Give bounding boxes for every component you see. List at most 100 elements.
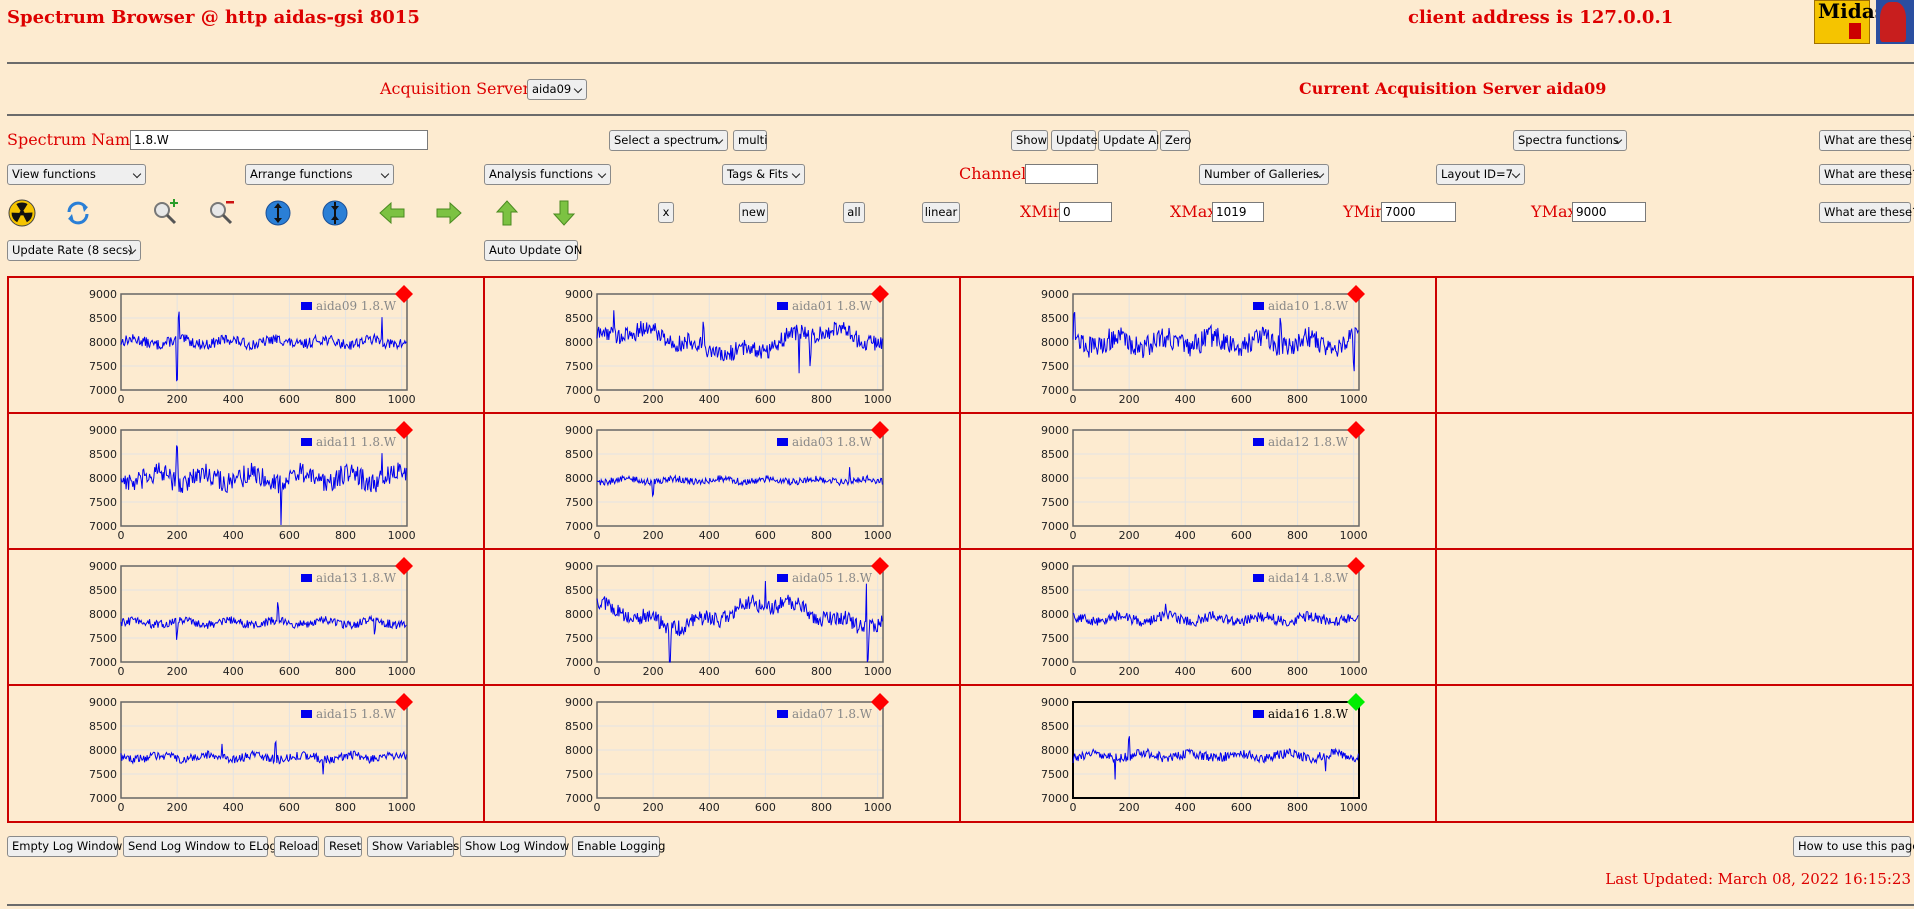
multi-button[interactable]: multi <box>733 130 767 151</box>
what-are-these-button[interactable]: What are these? <box>1819 164 1914 185</box>
tags-fits-dropdown[interactable]: Tags & Fits <box>722 164 805 185</box>
spectrum-chart[interactable]: 0 200 400 600 800 1000 7000 7500 8000 8500 9000 aid… <box>1001 688 1401 820</box>
enable-logging-button[interactable]: Enable Logging <box>572 836 665 857</box>
y-tick-label: 7500 <box>89 768 117 781</box>
status-marker[interactable] <box>871 693 889 711</box>
status-marker[interactable] <box>395 421 413 439</box>
zoom-out-icon[interactable] <box>206 198 236 228</box>
y-tick-label: 8000 <box>565 336 593 349</box>
arrow-down-icon[interactable] <box>549 198 579 228</box>
y-tick-label: 7500 <box>1041 768 1069 781</box>
status-marker[interactable] <box>871 285 889 303</box>
status-marker[interactable] <box>1347 421 1365 439</box>
analysis-functions-dropdown[interactable]: Analysis functions <box>484 164 611 185</box>
plot-frame <box>120 293 408 391</box>
gallery-cell[interactable]: 0 200 400 600 800 1000 7000 7500 8000 8500 9000 aid… <box>9 686 485 822</box>
show-button[interactable]: Show <box>1011 130 1048 151</box>
gallery-cell[interactable]: 0 200 400 600 800 1000 7000 7500 8000 8500 9000 aid… <box>961 414 1437 550</box>
all-button[interactable]: all <box>843 202 865 223</box>
gallery-cell[interactable]: 0 200 400 600 800 1000 7000 7500 8000 8500 9000 aid… <box>485 278 961 414</box>
what-are-these-button[interactable]: What are these? <box>1819 202 1914 223</box>
gallery-cell[interactable]: 0 200 400 600 800 1000 7000 7500 8000 8500 9000 aid… <box>9 278 485 414</box>
x-tick-label: 0 <box>118 393 125 406</box>
gallery-cell[interactable]: 0 200 400 600 800 1000 7000 7500 8000 8500 9000 aid… <box>961 278 1437 414</box>
zero-button[interactable]: Zero <box>1160 130 1191 151</box>
xmax-input[interactable]: 1019 <box>1212 202 1264 222</box>
x-tick-label: 0 <box>1070 529 1077 542</box>
x-button[interactable]: x <box>658 202 674 223</box>
update-rate-dropdown[interactable]: Update Rate (8 secs) <box>7 240 141 261</box>
ymax-input[interactable]: 9000 <box>1572 202 1646 222</box>
show-variables-button[interactable]: Show Variables <box>367 836 459 857</box>
spectrum-chart[interactable]: 0 200 400 600 800 1000 7000 7500 8000 8500 9000 aid… <box>525 280 925 412</box>
arrow-right-icon[interactable] <box>434 198 464 228</box>
spectrum-chart[interactable]: 0 200 400 600 800 1000 7000 7500 8000 8500 9000 aid… <box>1001 280 1401 412</box>
gallery-cell[interactable]: 0 200 400 600 800 1000 7000 7500 8000 8500 9000 aid… <box>9 414 485 550</box>
x-tick-label: 200 <box>1119 665 1140 678</box>
show-log-window-button[interactable]: Show Log Window <box>460 836 569 857</box>
gallery-cell[interactable]: 0 200 400 600 800 1000 7000 7500 8000 8500 9000 aid… <box>485 686 961 822</box>
spectrum-name-input[interactable]: 1.8.W <box>130 130 428 150</box>
send-log-to-elog-button[interactable]: Send Log Window to ELog <box>123 836 277 857</box>
xmin-input[interactable]: 0 <box>1059 202 1112 222</box>
compress-vertical-icon[interactable] <box>320 198 350 228</box>
refresh-icon[interactable] <box>63 198 93 228</box>
select-spectrum-dropdown[interactable]: Select a spectrum <box>609 130 728 151</box>
y-tick-label: 8000 <box>565 472 593 485</box>
acquisition-server-select[interactable]: aida09 <box>527 79 587 100</box>
status-marker[interactable] <box>1347 285 1365 303</box>
gallery-cell[interactable]: 0 200 400 600 800 1000 7000 7500 8000 8500 9000 aid… <box>961 550 1437 686</box>
spectra-functions-dropdown[interactable]: Spectra functions <box>1513 130 1627 151</box>
ymin-input[interactable]: 7000 <box>1381 202 1456 222</box>
gallery-cell[interactable]: 0 200 400 600 800 1000 7000 7500 8000 8500 9000 aid… <box>485 414 961 550</box>
spectrum-chart[interactable]: 0 200 400 600 800 1000 7000 7500 8000 8500 9000 aid… <box>49 552 449 684</box>
xmax-label: XMax <box>1170 202 1217 221</box>
x-tick-label: 200 <box>167 393 188 406</box>
x-tick-label: 600 <box>755 665 776 678</box>
status-marker[interactable] <box>871 421 889 439</box>
status-marker[interactable] <box>871 557 889 575</box>
y-tick-label: 8000 <box>565 608 593 621</box>
layout-id-dropdown[interactable]: Layout ID=7 <box>1436 164 1525 185</box>
spectrum-chart[interactable]: 0 200 400 600 800 1000 7000 7500 8000 8500 9000 aid… <box>525 552 925 684</box>
arrange-functions-dropdown[interactable]: Arrange functions <box>245 164 394 185</box>
zoom-in-icon[interactable] <box>150 198 180 228</box>
status-marker[interactable] <box>395 557 413 575</box>
reload-button[interactable]: Reload <box>274 836 319 857</box>
reset-button[interactable]: Reset <box>324 836 362 857</box>
new-button[interactable]: new <box>739 202 768 223</box>
spectrum-trace <box>120 445 407 526</box>
channel-input[interactable] <box>1025 164 1098 184</box>
update-all-button[interactable]: Update All <box>1098 130 1163 151</box>
spectrum-chart[interactable]: 0 200 400 600 800 1000 7000 7500 8000 8500 9000 aid… <box>49 416 449 548</box>
status-marker[interactable] <box>1347 557 1365 575</box>
empty-log-window-button[interactable]: Empty Log Window <box>7 836 122 857</box>
gallery-cell[interactable]: 0 200 400 600 800 1000 7000 7500 8000 8500 9000 aid… <box>485 550 961 686</box>
arrow-up-icon[interactable] <box>492 198 522 228</box>
spectrum-chart[interactable]: 0 200 400 600 800 1000 7000 7500 8000 8500 9000 aid… <box>1001 552 1401 684</box>
spectrum-chart[interactable]: 0 200 400 600 800 1000 7000 7500 8000 8500 9000 aid… <box>49 280 449 412</box>
spectrum-chart[interactable]: 0 200 400 600 800 1000 7000 7500 8000 8500 9000 aid… <box>525 688 925 820</box>
arrow-left-icon[interactable] <box>377 198 407 228</box>
spectrum-chart[interactable]: 0 200 400 600 800 1000 7000 7500 8000 8500 9000 aid… <box>525 416 925 548</box>
linear-button[interactable]: linear <box>922 202 960 223</box>
view-functions-dropdown[interactable]: View functions <box>7 164 146 185</box>
status-marker[interactable] <box>1347 693 1365 711</box>
gallery-cell[interactable]: 0 200 400 600 800 1000 7000 7500 8000 8500 9000 aid… <box>961 686 1437 822</box>
expand-vertical-icon[interactable] <box>263 198 293 228</box>
update-button[interactable]: Update <box>1051 130 1098 151</box>
x-tick-label: 1000 <box>388 665 416 678</box>
spectrum-chart[interactable]: 0 200 400 600 800 1000 7000 7500 8000 8500 9000 aid… <box>1001 416 1401 548</box>
radiation-icon[interactable] <box>7 198 37 228</box>
plot-frame <box>120 429 408 527</box>
x-tick-label: 0 <box>594 529 601 542</box>
legend-label: aida14 1.8.W <box>1268 571 1349 585</box>
what-are-these-button[interactable]: What are these? <box>1819 130 1914 151</box>
how-to-use-button[interactable]: How to use this page <box>1793 836 1914 857</box>
number-of-galleries-dropdown[interactable]: Number of Galleries <box>1199 164 1329 185</box>
auto-update-button[interactable]: Auto Update ON <box>484 240 582 261</box>
status-marker[interactable] <box>395 693 413 711</box>
spectrum-chart[interactable]: 0 200 400 600 800 1000 7000 7500 8000 8500 9000 aid… <box>49 688 449 820</box>
status-marker[interactable] <box>395 285 413 303</box>
gallery-cell[interactable]: 0 200 400 600 800 1000 7000 7500 8000 8500 9000 aid… <box>9 550 485 686</box>
